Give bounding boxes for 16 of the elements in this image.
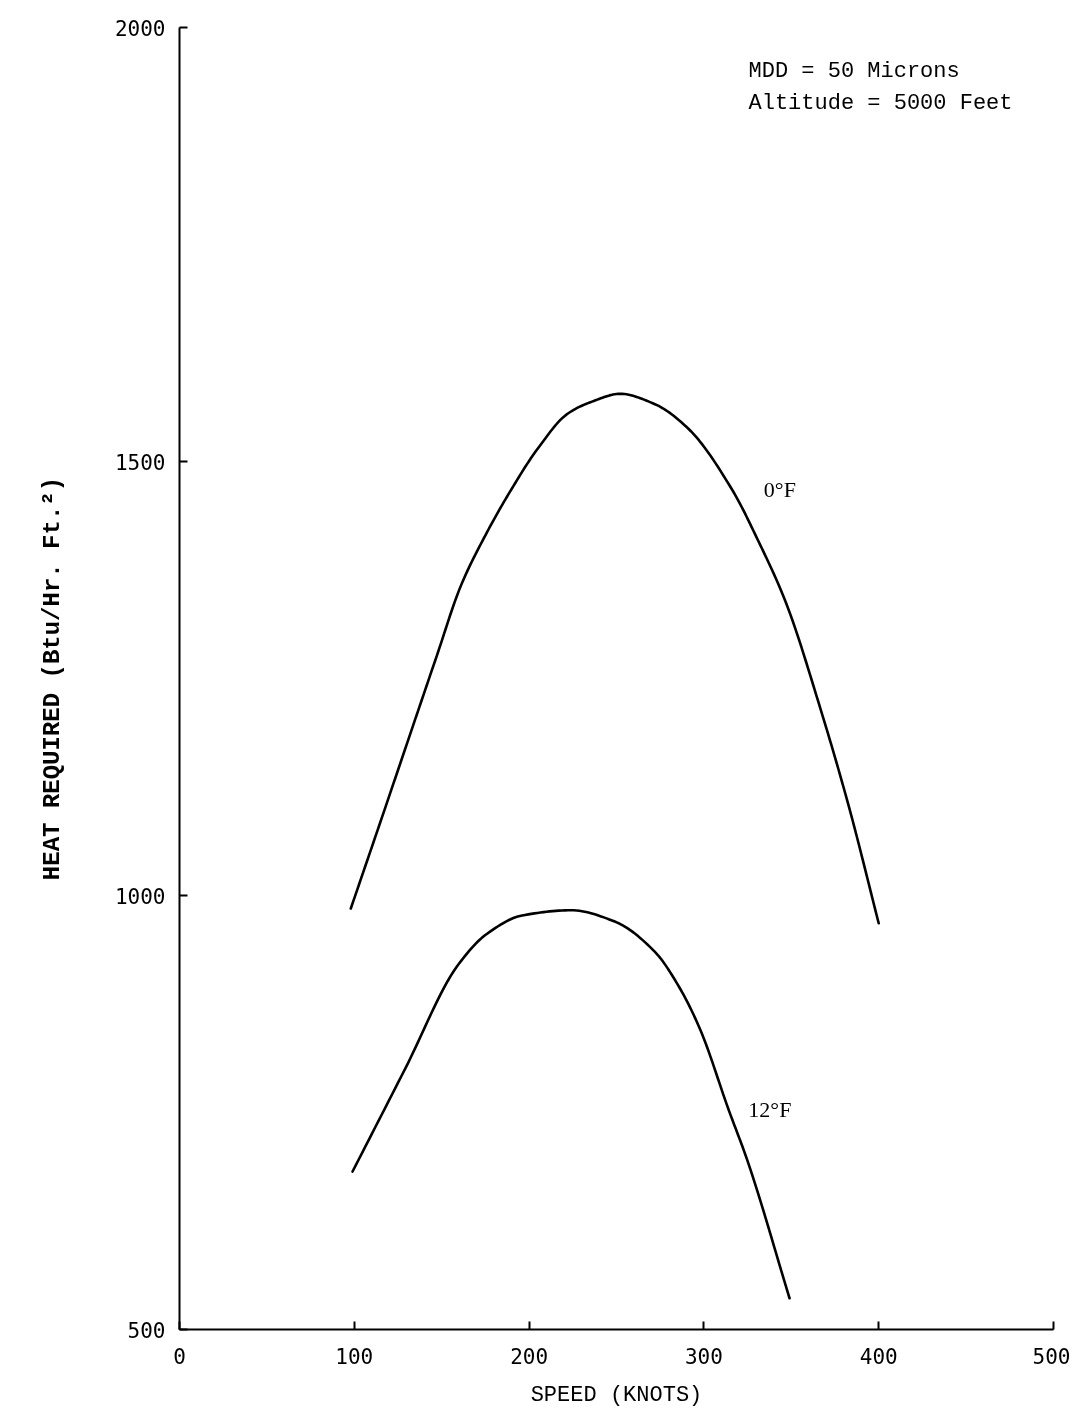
annotation: MDD = 50 Microns [748, 59, 960, 85]
x-axis-title: SPEED (KNOTS) [530, 1382, 703, 1408]
y-tick-label: 1500 [114, 450, 166, 475]
series-label: 12°F [748, 1096, 792, 1122]
y-axis-title: HEAT REQUIRED (Btu/Hr. Ft.²) [38, 476, 66, 881]
y-tick-label: 500 [127, 1318, 166, 1343]
annotation: Altitude = 5000 Feet [748, 91, 1013, 117]
x-tick-label: 500 [1032, 1344, 1070, 1369]
y-tick-label: 2000 [114, 16, 166, 41]
x-tick-label: 200 [510, 1344, 549, 1369]
x-tick-label: 300 [684, 1344, 723, 1369]
x-tick-label: 400 [859, 1344, 898, 1369]
series-label: 0°F [763, 476, 796, 502]
x-tick-label: 0 [173, 1344, 186, 1369]
y-tick-label: 1000 [114, 884, 166, 909]
x-tick-label: 100 [335, 1344, 374, 1369]
